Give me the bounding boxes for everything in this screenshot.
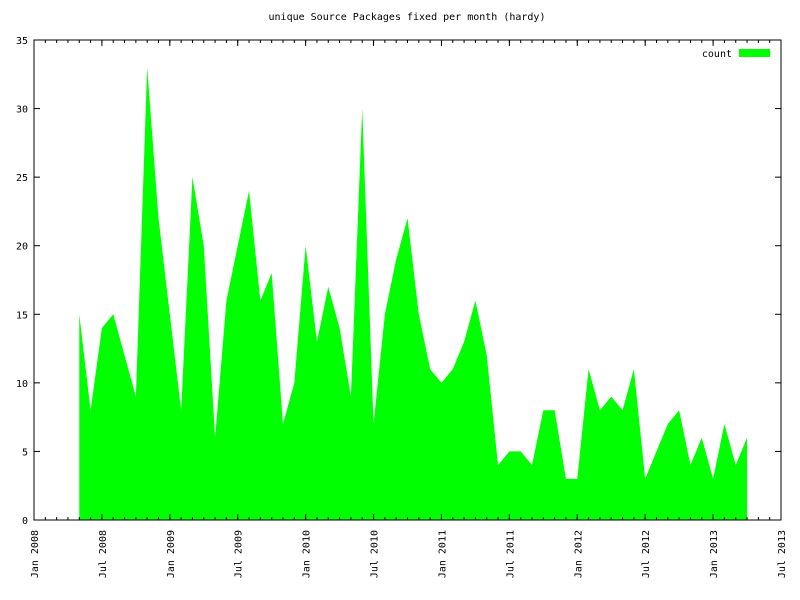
chart-title: unique Source Packages fixed per month (… bbox=[269, 12, 546, 23]
x-tick-label: Jan 2012 bbox=[573, 530, 584, 578]
y-tick-label: 5 bbox=[22, 447, 28, 458]
x-tick-label: Jul 2008 bbox=[98, 530, 109, 578]
x-tick-label: Jul 2013 bbox=[777, 530, 788, 578]
y-tick-label: 35 bbox=[16, 36, 28, 47]
x-tick-label: Jan 2008 bbox=[30, 530, 41, 578]
x-tick-label: Jul 2009 bbox=[234, 530, 245, 578]
x-tick-label: Jul 2012 bbox=[641, 530, 652, 578]
y-tick-label: 10 bbox=[16, 379, 28, 390]
y-tick-label: 25 bbox=[16, 173, 28, 184]
x-tick-label: Jan 2011 bbox=[437, 530, 448, 578]
x-tick-label: Jul 2011 bbox=[505, 530, 516, 578]
area bbox=[79, 67, 748, 520]
legend-swatch bbox=[739, 49, 770, 57]
x-tick-label: Jan 2010 bbox=[302, 530, 313, 578]
x-tick-label: Jan 2009 bbox=[166, 530, 177, 578]
y-tick-label: 30 bbox=[16, 105, 28, 116]
y-tick-label: 20 bbox=[16, 242, 28, 253]
x-tick-label: Jan 2013 bbox=[709, 530, 720, 578]
y-tick-label: 15 bbox=[16, 310, 28, 321]
legend-label: count bbox=[702, 49, 732, 60]
y-tick-label: 0 bbox=[22, 516, 28, 527]
x-tick-label: Jul 2010 bbox=[370, 530, 381, 578]
